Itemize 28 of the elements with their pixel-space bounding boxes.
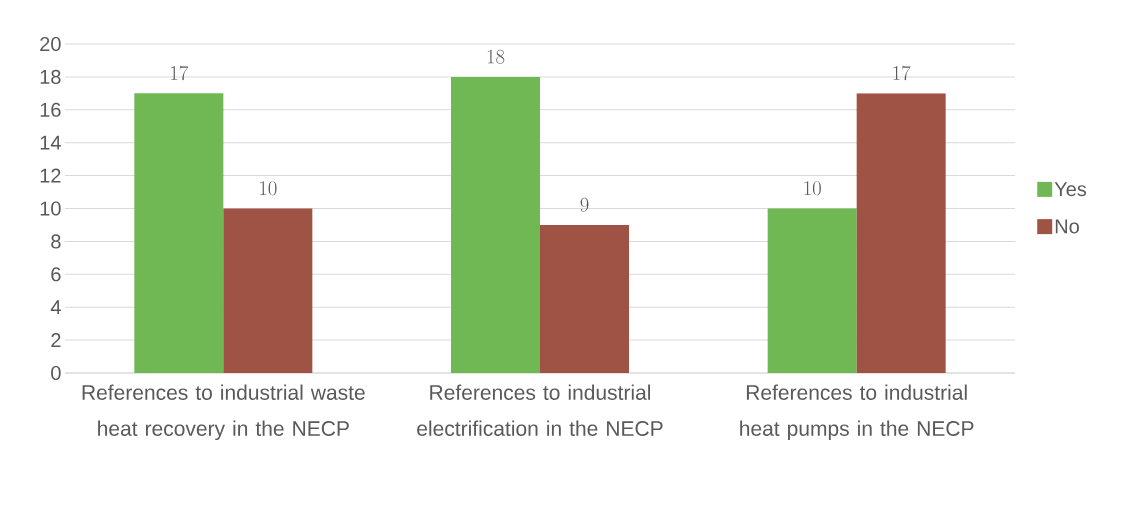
- data-label: 18: [487, 49, 505, 64]
- y-tick-label: 8: [51, 234, 61, 249]
- y-tick-label: 14: [40, 135, 61, 150]
- bar: [767, 208, 857, 373]
- bar: [451, 76, 540, 373]
- data-label: 17: [893, 65, 911, 81]
- bar: [540, 224, 629, 373]
- y-tick-label: 20: [40, 36, 61, 52]
- y-tick-label: 6: [51, 267, 61, 282]
- bar: [856, 93, 946, 373]
- legend-label: Yes: [1054, 182, 1087, 197]
- y-tick-label: 12: [40, 168, 61, 183]
- legend-label: No: [1055, 219, 1079, 234]
- x-tick-label: References to industrial waste heat recovery in the NECP: [82, 384, 365, 441]
- y-tick-label: 16: [40, 102, 61, 117]
- y-tick-label: 10: [40, 201, 61, 216]
- bar: [134, 93, 224, 373]
- y-tick-label: 0: [51, 365, 61, 381]
- x-tick-label: References to industrial electrification in the NECP: [417, 384, 663, 436]
- y-tick-label: 4: [50, 300, 61, 315]
- data-label: 17: [171, 65, 189, 81]
- data-label: 10: [260, 181, 277, 196]
- data-label: 10: [804, 181, 821, 196]
- y-tick-label: 18: [40, 69, 61, 84]
- bar: [223, 208, 313, 373]
- data-label: 9: [580, 197, 589, 212]
- x-tick-label: References to industrial heat pumps in the NECP: [740, 384, 974, 441]
- y-tick-label: 2: [51, 333, 61, 348]
